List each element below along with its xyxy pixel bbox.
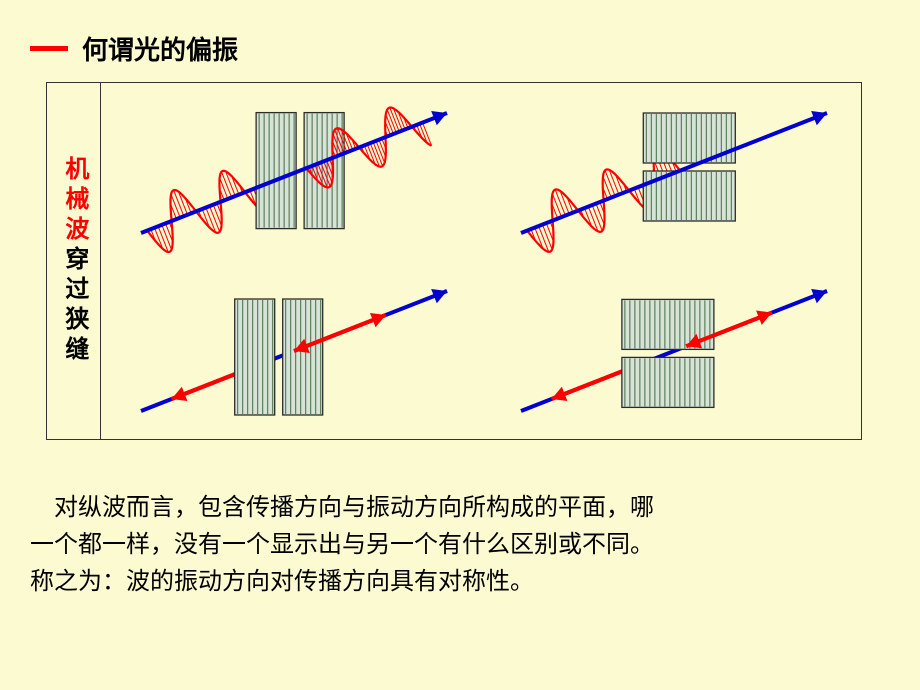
diagram-top-right [481, 83, 861, 258]
heading-dash [30, 46, 68, 51]
diagram-bottom-left [101, 261, 481, 436]
para-line2: 一个都一样，没有一个显示出与另一个有什么区别或不同。 [30, 527, 890, 564]
body-text: 对纵波而言，包含传播方向与振动方向所构成的平面，哪 一个都一样，没有一个显示出与… [30, 490, 890, 602]
diagram-bottom-right [481, 261, 861, 436]
side-label-red: 机械波 [61, 156, 87, 246]
side-label-black: 穿过狭缝 [61, 246, 87, 366]
para-line1: 对纵波而言，包含传播方向与振动方向所构成的平面，哪 [30, 490, 890, 527]
heading-title: 何谓光的偏振 [82, 30, 238, 67]
side-label: 机械波穿过狭缝 [59, 156, 88, 366]
diagram-container: 机械波穿过狭缝 [46, 82, 862, 440]
side-label-column: 机械波穿过狭缝 [47, 83, 101, 439]
para-line3: 称之为：波的振动方向对传播方向具有对称性。 [30, 564, 890, 601]
section-heading: 何谓光的偏振 [30, 30, 238, 67]
diagram-top-left [101, 83, 481, 258]
diagram-area [101, 83, 861, 439]
